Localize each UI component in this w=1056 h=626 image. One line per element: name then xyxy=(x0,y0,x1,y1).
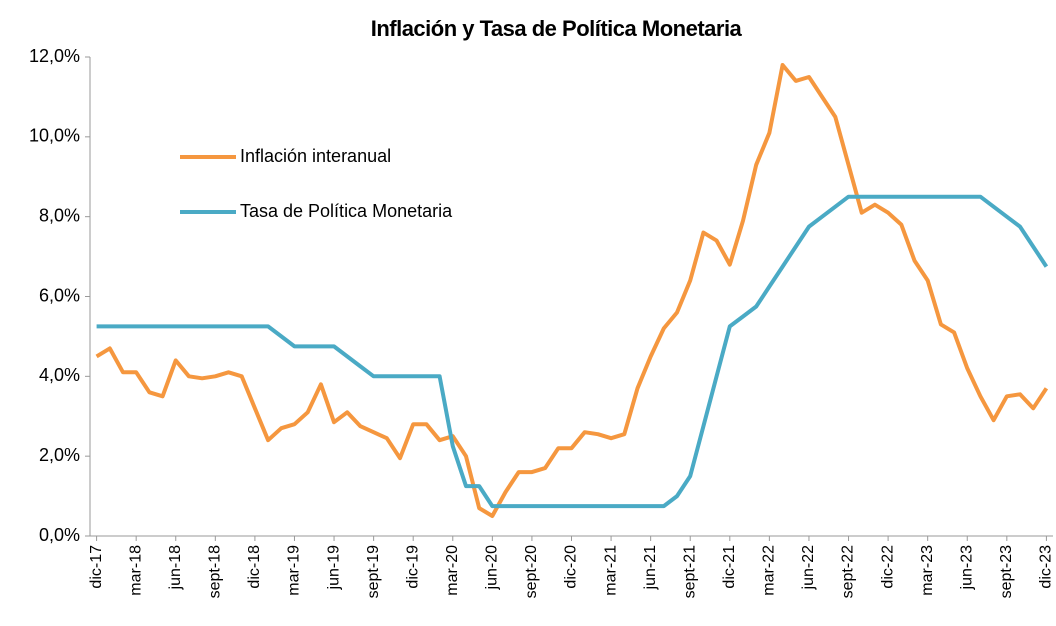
x-tick-label: dic-21 xyxy=(721,545,738,589)
series-line xyxy=(96,194,1049,509)
y-tick-label: 10,0% xyxy=(29,126,80,146)
y-tick-label: 8,0% xyxy=(39,205,80,225)
x-tick-label: sept-18 xyxy=(207,545,224,598)
x-tick-label: dic-17 xyxy=(88,545,105,589)
x-tick-label: sept-19 xyxy=(365,545,382,598)
x-tick-label: dic-23 xyxy=(1038,545,1055,589)
x-tick-label: dic-19 xyxy=(404,545,421,589)
x-tick-label: mar-23 xyxy=(919,545,936,596)
x-tick-label: mar-21 xyxy=(602,545,619,596)
x-tick-label: sept-23 xyxy=(998,545,1015,598)
x-tick-label: jun-23 xyxy=(958,545,975,591)
x-tick-label: dic-20 xyxy=(563,545,580,589)
y-tick-label: 6,0% xyxy=(39,285,80,305)
x-tick-label: dic-18 xyxy=(246,545,263,589)
y-tick-label: 2,0% xyxy=(39,445,80,465)
legend-label: Inflación interanual xyxy=(240,146,391,166)
x-tick-label: mar-22 xyxy=(761,545,778,596)
x-tick-label: mar-19 xyxy=(286,545,303,596)
chart-title: Inflación y Tasa de Política Monetaria xyxy=(371,16,743,41)
y-tick-label: 12,0% xyxy=(29,46,80,66)
x-tick-label: sept-22 xyxy=(840,545,857,598)
x-tick-label: jun-21 xyxy=(642,545,659,591)
x-tick-label: sept-21 xyxy=(681,545,698,598)
x-tick-label: sept-20 xyxy=(523,545,540,598)
x-tick-label: jun-20 xyxy=(484,545,501,591)
x-tick-label: mar-20 xyxy=(444,545,461,596)
x-tick-label: jun-22 xyxy=(800,545,817,591)
x-tick-label: mar-18 xyxy=(127,545,144,596)
y-tick-label: 4,0% xyxy=(39,365,80,385)
series-line xyxy=(95,63,1049,518)
x-tick-label: jun-18 xyxy=(167,545,184,591)
y-tick-label: 0,0% xyxy=(39,525,80,545)
x-tick-label: jun-19 xyxy=(325,545,342,591)
x-tick-label: dic-22 xyxy=(879,545,896,589)
legend-label: Tasa de Política Monetaria xyxy=(240,201,453,221)
